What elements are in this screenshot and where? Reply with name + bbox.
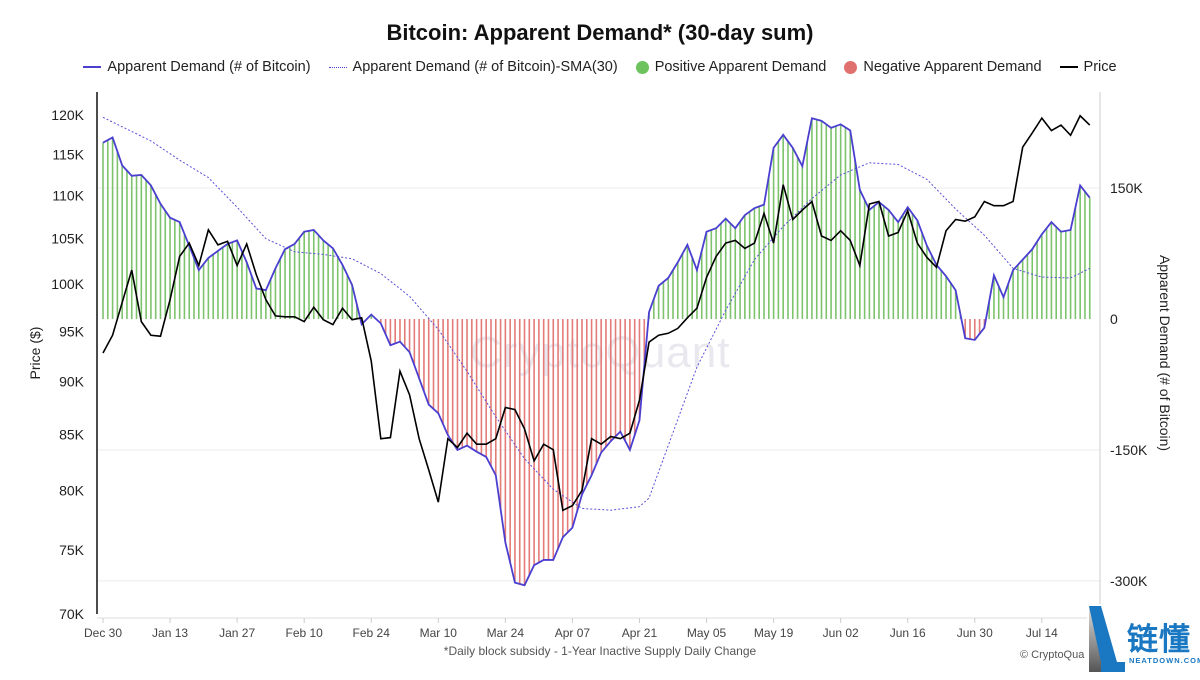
left-tick-label: 110K xyxy=(52,188,84,204)
left-axis-title: Price ($) xyxy=(27,326,43,380)
x-tick-label: Apr 21 xyxy=(622,626,658,640)
legend-item-positive[interactable]: Positive Apparent Demand xyxy=(635,59,827,75)
x-tick-label: Feb 10 xyxy=(286,626,324,640)
legend-label: Price xyxy=(1083,59,1117,75)
dotted-line-swatch-icon xyxy=(328,66,347,68)
price-line xyxy=(102,114,1091,512)
chart-title: Bitcoin: Apparent Demand* (30-day sum) xyxy=(386,20,814,45)
logo-text-en: NEATDOWN.COM xyxy=(1129,656,1200,665)
right-tick-label: 150K xyxy=(1110,180,1143,196)
left-tick-label: 90K xyxy=(59,373,85,389)
x-tick-label: Feb 24 xyxy=(353,626,391,640)
legend-item-sma[interactable]: Apparent Demand (# of Bitcoin)-SMA(30) xyxy=(328,59,618,75)
left-tick-label: 70K xyxy=(59,606,85,622)
x-tick-label: Mar 24 xyxy=(487,626,525,640)
x-tick-label: May 05 xyxy=(687,626,727,640)
line-swatch-icon xyxy=(83,66,102,68)
logo-l-icon xyxy=(1089,606,1125,672)
legend-item-price[interactable]: Price xyxy=(1059,59,1117,75)
sma-line xyxy=(102,116,1090,511)
green-circle-icon xyxy=(635,60,649,74)
left-tick-label: 75K xyxy=(59,542,85,558)
legend-item-apparent-demand[interactable]: Apparent Demand (# of Bitcoin) xyxy=(83,59,311,75)
left-tick-label: 105K xyxy=(51,231,84,247)
right-tick-label: 0 xyxy=(1110,311,1118,327)
left-tick-label: 95K xyxy=(59,323,85,339)
left-tick-label: 115K xyxy=(52,146,84,162)
right-tick-label: -150K xyxy=(1110,442,1148,458)
black-line-swatch-icon xyxy=(1059,66,1078,68)
legend-label: Apparent Demand (# of Bitcoin) xyxy=(107,59,311,75)
apparent-demand-line xyxy=(102,117,1091,587)
x-tick-label: Mar 10 xyxy=(420,626,458,640)
logo-text-cn: 链懂 xyxy=(1127,622,1191,657)
red-circle-icon xyxy=(844,60,858,74)
x-tick-label: Jun 16 xyxy=(890,626,926,640)
legend-label: Apparent Demand (# of Bitcoin)-SMA(30) xyxy=(352,59,618,75)
credit: © CryptoQua xyxy=(1020,649,1085,661)
right-tick-label: -300K xyxy=(1110,573,1148,589)
footnote: *Daily block subsidy - 1-Year Inactive S… xyxy=(443,644,757,658)
left-tick-label: 100K xyxy=(51,276,84,292)
legend-label: Positive Apparent Demand xyxy=(654,59,827,75)
right-axis-title: Apparent Demand (# of Bitcoin) xyxy=(1157,254,1173,452)
x-tick-label: May 19 xyxy=(754,626,794,640)
legend: Apparent Demand (# of Bitcoin) Apparent … xyxy=(0,59,1200,75)
x-tick-label: Jun 02 xyxy=(823,626,859,640)
x-tick-label: Jan 27 xyxy=(219,626,255,640)
x-tick-label: Jan 13 xyxy=(152,626,188,640)
legend-label: Negative Apparent Demand xyxy=(863,59,1042,75)
x-tick-label: Jul 14 xyxy=(1026,626,1058,640)
x-tick-label: Dec 30 xyxy=(84,626,122,640)
legend-item-negative[interactable]: Negative Apparent Demand xyxy=(844,59,1042,75)
left-tick-label: 80K xyxy=(59,482,85,498)
x-tick-label: Apr 07 xyxy=(555,626,591,640)
watermark: CryptoQuant xyxy=(470,328,731,377)
left-tick-label: 120K xyxy=(51,107,84,123)
neatdown-logo: 链懂 NEATDOWN.COM xyxy=(1087,604,1200,675)
x-tick-label: Jun 30 xyxy=(957,626,993,640)
left-tick-label: 85K xyxy=(59,426,85,442)
